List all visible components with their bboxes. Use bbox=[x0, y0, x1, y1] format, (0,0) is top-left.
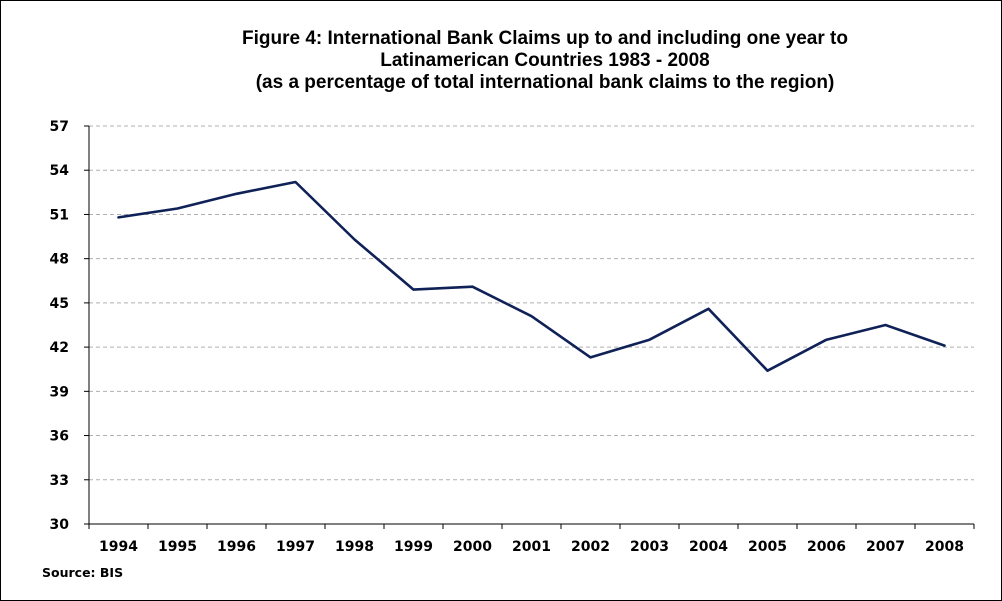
axes bbox=[84, 125, 975, 529]
y-tick-label: 51 bbox=[50, 207, 69, 223]
x-tick-label: 1999 bbox=[394, 539, 433, 555]
y-tick-label: 42 bbox=[50, 340, 69, 356]
x-tick-label: 1994 bbox=[99, 539, 138, 555]
x-tick-label: 2006 bbox=[807, 539, 846, 555]
chart-title: Figure 4: International Bank Claims up t… bbox=[100, 28, 990, 94]
y-tick-label: 54 bbox=[50, 163, 70, 179]
series-line bbox=[117, 180, 946, 373]
y-tick-label: 36 bbox=[50, 429, 69, 445]
y-tick-labels: 30 33 36 39 42 45 48 51 54 57 bbox=[50, 119, 70, 533]
x-tick-label: 2003 bbox=[630, 539, 669, 555]
chart-title-line-1: Figure 4: International Bank Claims up t… bbox=[242, 28, 848, 49]
chart-title-line-3: (as a percentage of total international … bbox=[255, 72, 835, 93]
series-layer bbox=[117, 180, 946, 373]
x-tick-label: 2007 bbox=[866, 539, 905, 555]
y-tick-label: 33 bbox=[50, 473, 69, 489]
x-tick-label: 2002 bbox=[571, 539, 610, 555]
x-tick-label: 1995 bbox=[158, 539, 197, 555]
chart-title-line-2: Latinamerican Countries 1983 - 2008 bbox=[380, 50, 710, 71]
y-tick-label: 57 bbox=[50, 119, 69, 135]
x-tick-label: 1997 bbox=[276, 539, 315, 555]
y-tick-label: 45 bbox=[50, 296, 69, 312]
source-note: Source: BIS bbox=[42, 565, 124, 580]
x-tick-label: 1996 bbox=[217, 539, 256, 555]
x-tick-label: 2005 bbox=[748, 539, 787, 555]
y-tick-label: 48 bbox=[50, 252, 69, 268]
x-tick-label: 2008 bbox=[925, 539, 964, 555]
x-tick-label: 2000 bbox=[453, 539, 492, 555]
x-tick-label: 1998 bbox=[335, 539, 374, 555]
y-tick-label: 30 bbox=[50, 517, 70, 533]
y-tick-label: 39 bbox=[50, 384, 69, 400]
x-tick-label: 2004 bbox=[689, 539, 728, 555]
gridlines bbox=[89, 125, 974, 481]
x-tick-label: 2001 bbox=[512, 539, 551, 555]
x-tick-labels: 1994 1995 1996 1997 1998 1999 2000 2001 2002 2003… bbox=[99, 539, 964, 555]
